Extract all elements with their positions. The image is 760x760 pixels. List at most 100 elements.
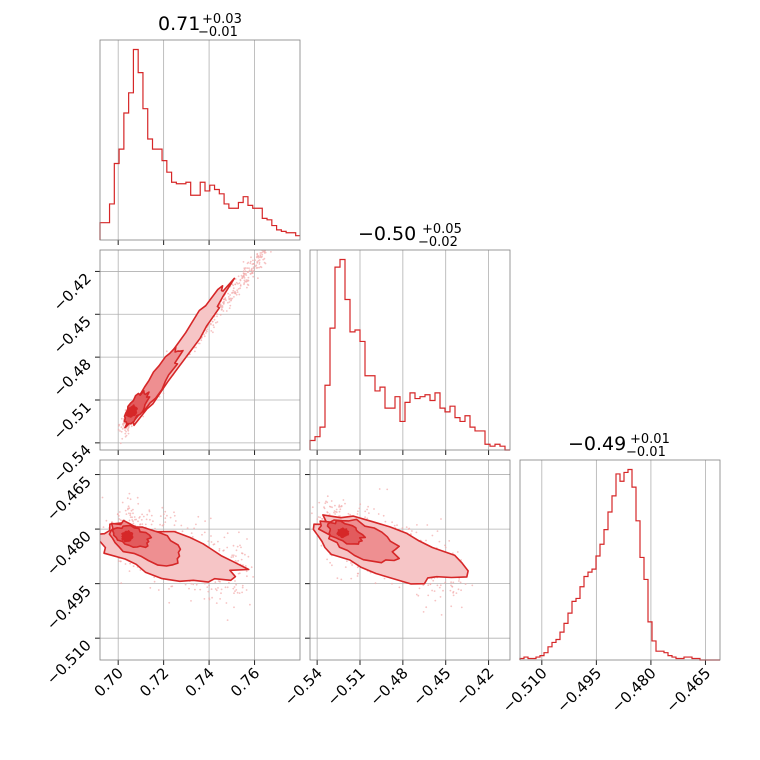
- p20-point: [201, 533, 203, 536]
- p20-ytick-label: −0.495: [43, 582, 95, 634]
- p20-point: [230, 556, 233, 559]
- p20-point: [127, 508, 129, 511]
- p20-point: [245, 589, 248, 591]
- p10-point: [210, 323, 212, 326]
- p21-point: [326, 495, 329, 498]
- p21-point: [438, 540, 441, 543]
- p21-point: [311, 512, 313, 515]
- p10-point: [118, 423, 121, 426]
- p21-point: [386, 488, 389, 491]
- p10-point: [253, 263, 255, 265]
- p10-contour-3: [125, 404, 138, 418]
- p20-point: [124, 563, 127, 565]
- scatter-param-1-vs-2: −0.42−0.45−0.48−0.51−0.54: [50, 249, 301, 486]
- p20-point: [174, 520, 177, 522]
- p20-point: [194, 588, 196, 591]
- p20-point: [159, 523, 162, 526]
- p20-point: [238, 592, 241, 594]
- p21-point: [330, 500, 333, 502]
- p10-point: [227, 292, 230, 295]
- p20-point: [152, 520, 154, 523]
- p10-point: [246, 267, 249, 269]
- p20-point: [224, 586, 227, 589]
- p20-point: [195, 523, 197, 526]
- p20-point: [164, 521, 167, 523]
- p10-point: [232, 284, 235, 287]
- p21-point: [335, 511, 338, 513]
- p20-point: [250, 566, 253, 569]
- p00-frame: [99, 39, 301, 241]
- p10-point: [220, 305, 222, 307]
- p21-point: [339, 508, 342, 511]
- p21-point: [338, 504, 341, 507]
- p22-xtick-label: −0.465: [662, 664, 714, 716]
- p20-point: [148, 509, 151, 511]
- p10-point: [237, 288, 240, 290]
- p21-point: [452, 591, 454, 594]
- p20-point: [190, 582, 193, 585]
- p20-point: [184, 583, 187, 586]
- p10-point: [245, 279, 248, 281]
- p21-point: [456, 551, 459, 553]
- p10-point: [261, 253, 264, 256]
- p21-point: [340, 505, 343, 508]
- p10-point: [232, 287, 235, 290]
- p10-point: [125, 430, 127, 433]
- p20-ytick-label: −0.465: [43, 473, 95, 525]
- p20-point: [153, 576, 156, 579]
- p20-ytick-label: −0.510: [43, 636, 95, 688]
- p21-point: [451, 585, 454, 588]
- p21-point: [444, 544, 446, 547]
- p21-point: [439, 584, 442, 587]
- p20-point: [231, 554, 234, 557]
- p20-point: [245, 570, 248, 573]
- p10-point: [234, 283, 237, 286]
- p20-point: [124, 509, 127, 512]
- title-2-value: −0.50: [358, 223, 416, 245]
- p21-point: [329, 561, 331, 564]
- title-3-value: −0.49: [568, 433, 626, 455]
- p21-point: [457, 588, 460, 591]
- p20-point: [128, 570, 131, 572]
- p10-point: [235, 293, 238, 296]
- p22-xtick-label: −0.510: [499, 664, 551, 716]
- p22-frame: [519, 459, 721, 661]
- p21-point: [311, 506, 314, 509]
- p10-point: [258, 261, 261, 264]
- p20-point: [197, 515, 200, 518]
- p20-point: [101, 496, 104, 499]
- p20-point: [190, 600, 192, 602]
- p20-point: [232, 554, 235, 557]
- p10-point: [127, 426, 130, 429]
- p21-point: [436, 584, 439, 587]
- p10-point: [231, 291, 234, 294]
- p20-xtick-label: 0.74: [182, 664, 218, 700]
- p10-point: [231, 297, 234, 300]
- histogram-param-3: −0.510 −0.495 −0.480 −0.465: [499, 459, 721, 716]
- p21-point: [401, 527, 404, 530]
- p20-point: [137, 520, 139, 523]
- p21-point: [407, 528, 410, 530]
- p21-point: [391, 582, 393, 585]
- p20-point: [240, 558, 243, 561]
- p10-points: [117, 250, 272, 445]
- p21-point: [326, 558, 328, 561]
- p21-point: [335, 508, 338, 511]
- p20-point: [149, 587, 152, 589]
- p10-point: [221, 304, 224, 307]
- p20-point: [180, 524, 183, 527]
- p20-point: [161, 524, 164, 527]
- p20-point: [188, 587, 190, 590]
- p20-point: [222, 549, 225, 552]
- p21-point: [442, 589, 444, 592]
- p21-point: [329, 506, 332, 508]
- p20-point: [232, 556, 235, 558]
- p10-point: [203, 333, 205, 336]
- p21-xtick-label: −0.45: [409, 664, 454, 709]
- p10-point: [215, 321, 217, 324]
- p21-point: [364, 516, 366, 518]
- p20-point: [247, 555, 250, 558]
- p21-point: [391, 521, 393, 524]
- p21-point: [347, 512, 350, 515]
- p20-point: [111, 521, 113, 523]
